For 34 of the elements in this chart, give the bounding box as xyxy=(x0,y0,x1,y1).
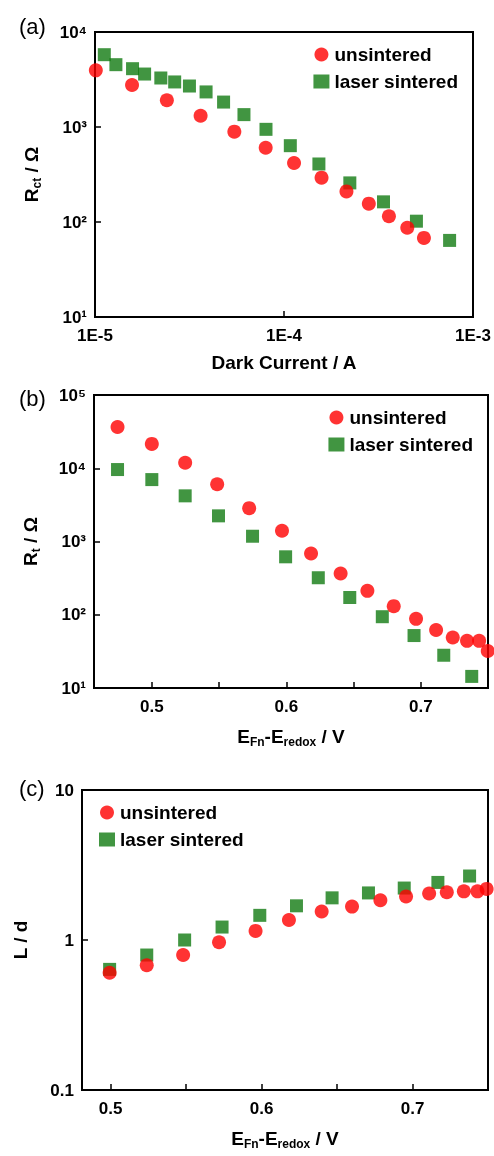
y-tick-label: 10³ xyxy=(62,117,88,137)
x-tick-label: 0.7 xyxy=(408,697,433,716)
y-tick-label: 10⁵ xyxy=(59,385,86,405)
chart-title: (c) xyxy=(19,775,45,801)
y-tick-label: 10¹ xyxy=(62,307,88,327)
y-tick-label: 10² xyxy=(62,212,88,232)
legend-label: unsintered xyxy=(349,407,447,428)
x-tick-label: 0.5 xyxy=(98,1099,123,1118)
chart-title: (b) xyxy=(19,385,46,411)
legend-label: laser sintered xyxy=(120,829,244,850)
x-axis-title: Dark Current / A xyxy=(211,352,357,373)
x-tick-label: 1E-3 xyxy=(455,326,491,345)
y-tick-label: 10³ xyxy=(61,532,87,551)
y-axis-title: Rt / Ω xyxy=(19,517,43,566)
y-tick-label: 10¹ xyxy=(61,678,87,698)
y-tick-label: 10⁴ xyxy=(59,22,87,42)
y-tick-label: 0.1 xyxy=(50,1080,74,1100)
y-axis-title: Rct / Ω xyxy=(20,146,44,203)
x-tick-label: 1E-5 xyxy=(77,326,113,345)
x-tick-label: 1E-4 xyxy=(266,326,303,345)
x-tick-label: 0.7 xyxy=(400,1099,425,1118)
y-tick-label: 1 xyxy=(64,930,74,950)
y-tick-label: 10² xyxy=(61,605,87,625)
x-tick-label: 0.5 xyxy=(140,697,164,716)
legend-label: unsintered xyxy=(120,802,218,823)
legend-label: unsintered xyxy=(334,44,432,65)
chart-title: (a) xyxy=(19,13,46,39)
x-tick-label: 0.6 xyxy=(249,1099,274,1118)
y-tick-label: 10⁴ xyxy=(58,458,86,478)
legend-label: laser sintered xyxy=(349,434,474,455)
y-tick-label: 10 xyxy=(55,780,74,800)
x-tick-label: 0.6 xyxy=(274,697,299,716)
y-axis-title: L / d xyxy=(10,920,31,960)
legend-label: laser sintered xyxy=(334,71,459,92)
